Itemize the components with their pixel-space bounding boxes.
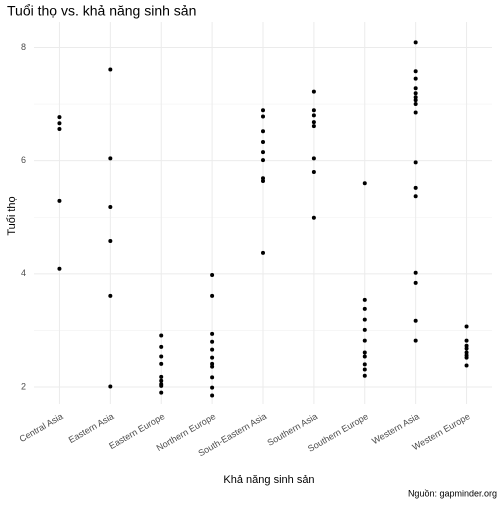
point: [311, 124, 316, 129]
point: [261, 150, 265, 155]
point: [108, 67, 113, 72]
point: [413, 76, 418, 81]
point: [210, 347, 215, 352]
point: [413, 338, 418, 343]
point: [413, 91, 418, 96]
point: [159, 361, 164, 366]
point: [311, 108, 316, 113]
y-tick-label: 4: [21, 268, 26, 278]
point: [362, 354, 367, 359]
point: [362, 338, 367, 343]
point: [362, 181, 367, 186]
caption: Nguồn: gapminder.org: [408, 488, 497, 498]
point: [413, 69, 418, 74]
x-tick-label: Eastern Asia: [67, 411, 116, 445]
point: [159, 390, 164, 395]
y-tick-label: 8: [21, 42, 26, 52]
point: [413, 40, 418, 45]
point: [210, 331, 215, 336]
point: [362, 350, 367, 355]
point: [413, 318, 418, 323]
point: [210, 339, 215, 344]
point: [261, 176, 265, 181]
point: [108, 384, 113, 389]
point: [464, 338, 469, 343]
point: [362, 306, 367, 311]
point: [311, 156, 316, 161]
point: [362, 327, 367, 332]
point: [159, 354, 164, 359]
point: [362, 367, 367, 372]
point: [311, 215, 316, 220]
point: [464, 363, 469, 368]
point: [108, 205, 113, 210]
point: [413, 110, 418, 115]
point: [57, 198, 62, 203]
y-tick-label: 2: [21, 381, 26, 391]
point: [108, 156, 113, 161]
point: [210, 385, 215, 390]
point: [464, 346, 469, 351]
point: [464, 355, 469, 360]
point: [159, 383, 164, 388]
point: [261, 129, 265, 134]
point: [464, 350, 469, 355]
point: [464, 324, 469, 329]
x-tick-label: Western Europe: [411, 411, 472, 452]
point: [311, 120, 316, 125]
point: [57, 266, 62, 271]
point: [413, 270, 418, 275]
point: [57, 115, 62, 120]
point: [464, 343, 469, 348]
point: [159, 344, 164, 349]
point: [311, 169, 316, 174]
point: [261, 139, 265, 144]
point: [210, 375, 215, 380]
point: [311, 89, 316, 94]
point: [261, 108, 265, 113]
point: [362, 373, 367, 378]
point: [261, 250, 265, 255]
point: [159, 333, 164, 338]
point: [108, 239, 113, 244]
point: [210, 293, 215, 298]
point: [57, 121, 62, 126]
point: [362, 362, 367, 367]
point: [413, 86, 418, 91]
point: [210, 364, 215, 369]
point: [261, 158, 265, 163]
point: [413, 102, 418, 107]
x-axis-label: Khả năng sinh sản: [223, 474, 314, 486]
point: [159, 378, 164, 383]
point: [413, 280, 418, 285]
point: [210, 361, 215, 366]
point: [210, 393, 215, 398]
point: [210, 355, 215, 360]
point: [362, 297, 367, 302]
point: [261, 114, 265, 119]
point: [413, 194, 418, 199]
point: [108, 293, 113, 298]
chart-title: Tuổi thọ vs. khả năng sinh sản: [7, 3, 196, 19]
point: [311, 113, 316, 118]
point: [261, 179, 265, 184]
point: [210, 272, 215, 277]
point: [413, 98, 418, 103]
y-tick-label: 6: [21, 155, 26, 165]
y-axis-label: Tuổi thọ: [6, 196, 18, 235]
point: [413, 95, 418, 100]
x-tick-label: Central Asia: [18, 411, 65, 444]
point: [413, 185, 418, 190]
point: [362, 317, 367, 322]
point: [159, 374, 164, 379]
point: [57, 126, 62, 131]
point: [413, 160, 418, 165]
